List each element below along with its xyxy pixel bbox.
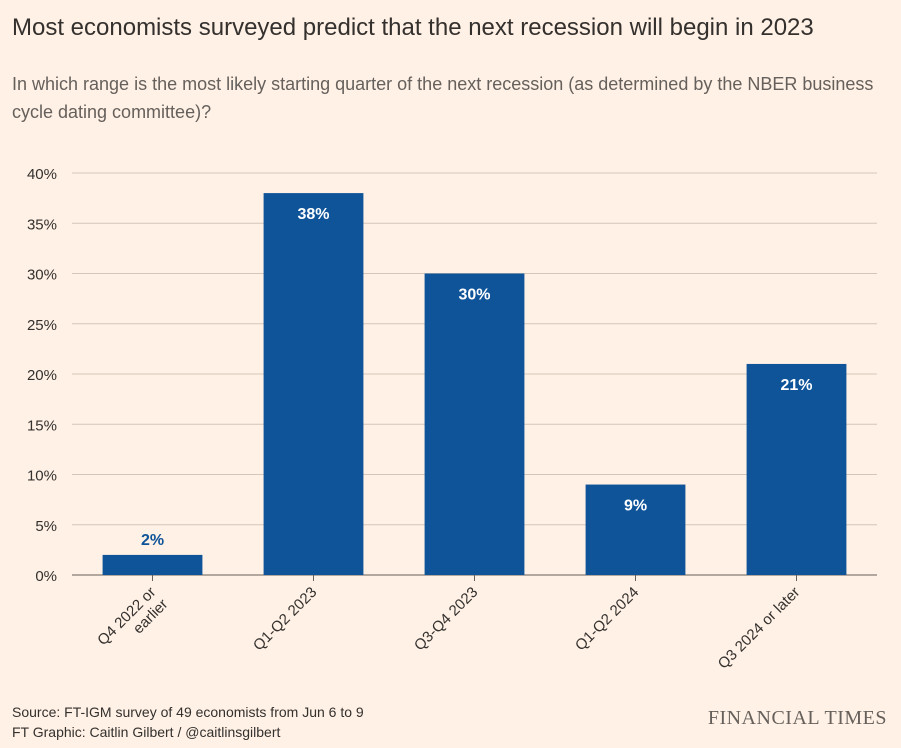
source-note: Source: FT-IGM survey of 49 economists f… xyxy=(12,702,612,742)
y-tick-label: 5% xyxy=(35,518,57,535)
bar xyxy=(746,363,847,575)
data-label: 38% xyxy=(297,206,329,223)
y-tick-label: 15% xyxy=(27,417,57,434)
x-tick-label: Q1-Q2 2023 xyxy=(250,584,320,654)
y-tick-label: 10% xyxy=(27,468,57,485)
data-label: 30% xyxy=(458,287,490,304)
y-tick-label: 20% xyxy=(27,367,57,384)
x-tick-label: Q3 2024 or later xyxy=(715,584,804,673)
bar xyxy=(263,193,364,575)
source-line: Source: FT-IGM survey of 49 economists f… xyxy=(12,704,364,720)
data-label: 9% xyxy=(624,498,647,515)
x-tick-label-line: Q3 2024 or later xyxy=(715,584,804,673)
y-tick-label: 0% xyxy=(35,568,57,585)
bar xyxy=(424,273,525,575)
brand-logo: FINANCIAL TIMES xyxy=(707,707,887,729)
x-tick-label: Q4 2022 orearlier xyxy=(94,584,171,661)
bar xyxy=(102,554,203,575)
x-tick-label: Q1-Q2 2024 xyxy=(572,584,642,654)
y-tick-label: 25% xyxy=(27,317,57,334)
bar-chart: 0% 5% 10% 15% 20% 25% 30% 35% 40% 2% Q4 2022 orear… xyxy=(27,166,877,673)
data-label: 2% xyxy=(141,532,164,549)
credit-line: FT Graphic: Caitlin Gilbert / @caitlinsg… xyxy=(12,724,281,740)
x-tick-label-line: Q1-Q2 2024 xyxy=(572,584,642,654)
chart-title: Most economists surveyed predict that th… xyxy=(12,14,814,41)
x-tick-label: Q3-Q4 2023 xyxy=(411,584,481,654)
y-tick-label: 35% xyxy=(27,216,57,233)
y-tick-label: 30% xyxy=(27,267,57,284)
chart-subtitle: In which range is the most likely starti… xyxy=(12,74,874,122)
data-label: 21% xyxy=(780,377,812,394)
x-tick-label-line: Q1-Q2 2023 xyxy=(250,584,320,654)
x-tick-label-line: Q3-Q4 2023 xyxy=(411,584,481,654)
bar xyxy=(585,484,686,575)
y-tick-label: 40% xyxy=(27,166,57,183)
